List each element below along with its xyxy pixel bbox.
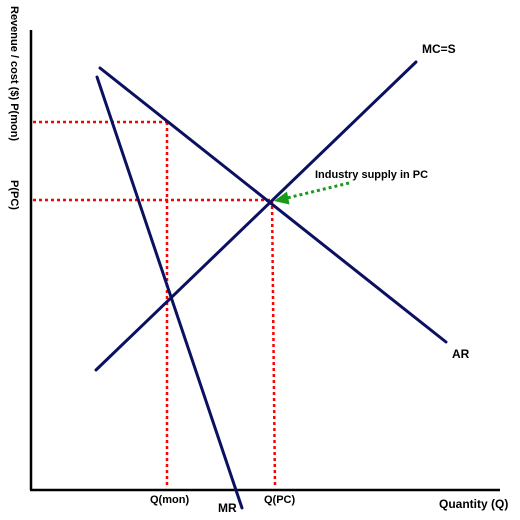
x-tick-q-mon: Q(mon)	[150, 494, 189, 506]
q-pc-guide	[270, 199, 277, 489]
curves	[94, 60, 448, 510]
x-axis-title: Quantity (Q)	[439, 497, 508, 511]
supply-arrow	[274, 181, 350, 205]
x-tick-q-pc: Q(PC)	[264, 494, 296, 506]
supply-arrow-shaft	[286, 181, 350, 200]
axes	[29, 30, 500, 492]
mr-label: MR	[218, 501, 237, 515]
ar-label: AR	[452, 347, 470, 361]
mc-s-curve	[94, 60, 418, 372]
ar-curve	[98, 66, 448, 344]
annotation-industry-supply: Industry supply in PC	[315, 169, 428, 181]
guide-lines	[33, 120, 277, 489]
y-tick-p-pc: P(PC)	[8, 180, 20, 210]
supply-arrowhead	[274, 191, 290, 205]
y-axis-title: Revenue / cost ($) P(mon)	[8, 6, 20, 141]
mr-curve	[95, 75, 244, 510]
mc-s-label: MC=S	[422, 42, 456, 56]
